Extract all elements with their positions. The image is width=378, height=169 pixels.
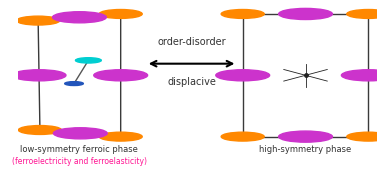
Ellipse shape	[53, 12, 106, 23]
Ellipse shape	[94, 70, 147, 81]
Ellipse shape	[341, 70, 378, 81]
Ellipse shape	[221, 132, 264, 141]
Ellipse shape	[99, 9, 142, 18]
Ellipse shape	[12, 70, 66, 81]
Ellipse shape	[19, 126, 62, 135]
Ellipse shape	[17, 16, 60, 25]
Ellipse shape	[65, 82, 84, 86]
Ellipse shape	[76, 58, 101, 63]
Ellipse shape	[347, 132, 378, 141]
Ellipse shape	[53, 128, 107, 139]
Text: low-symmetry ferroic phase: low-symmetry ferroic phase	[20, 145, 138, 154]
Ellipse shape	[279, 8, 332, 19]
Ellipse shape	[347, 9, 378, 18]
Ellipse shape	[279, 131, 332, 142]
Ellipse shape	[99, 132, 142, 141]
Text: order-disorder: order-disorder	[157, 37, 226, 47]
Text: (ferroelectricity and ferroelasticity): (ferroelectricity and ferroelasticity)	[12, 157, 147, 166]
Text: displacive: displacive	[167, 77, 216, 87]
Ellipse shape	[221, 9, 264, 18]
Text: high-symmetry phase: high-symmetry phase	[259, 145, 352, 154]
Ellipse shape	[216, 70, 270, 81]
